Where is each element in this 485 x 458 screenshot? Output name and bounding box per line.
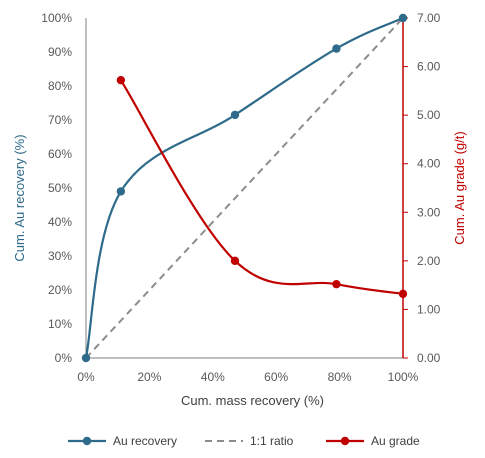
series-line-au-recovery (84, 17, 404, 359)
data-point-au-grade (398, 289, 408, 299)
data-point-au-recovery (332, 44, 341, 53)
x-tick-label: 80% (328, 370, 352, 384)
y-right-tick-label: 4.00 (417, 157, 441, 171)
x-tick-label: 40% (201, 370, 225, 384)
y-left-tick-label: 20% (48, 283, 72, 297)
y-left-tick-label: 0% (55, 351, 73, 365)
data-point-au-recovery (81, 353, 91, 363)
data-point-au-recovery (398, 13, 408, 23)
data-point-au-recovery (116, 187, 126, 196)
y-left-tick-label: 80% (48, 79, 72, 93)
y-right-axis-title: Cum. Au grade (g/t) (452, 131, 467, 244)
y-left-tick-label: 60% (48, 147, 72, 161)
y-right-tick-label: 5.00 (417, 108, 441, 122)
y-left-tick-label: 90% (48, 45, 72, 59)
legend-label-au-grade: Au grade (371, 434, 420, 448)
y-left-tick-label: 30% (48, 249, 72, 263)
y-left-tick-label: 10% (48, 317, 72, 331)
axis-titles-group: Cum. mass recovery (%) Cum. Au recovery (… (12, 131, 467, 408)
tick-labels-group: 0% 20% 40% 60% 80% 100% 0% 10% 20% 30% 40% 50% 60% 70… (41, 11, 440, 384)
x-tick-label: 100% (388, 370, 419, 384)
y-left-axis-title: Cum. Au recovery (%) (12, 134, 27, 261)
legend: Au recovery 1:1 ratio Au grade (68, 434, 420, 448)
y-right-tick-label: 2.00 (417, 254, 441, 268)
y-right-tick-label: 6.00 (417, 60, 441, 74)
series-line-1-1-ratio (85, 17, 404, 359)
y-left-tick-label: 100% (41, 11, 72, 25)
legend-label-1-1-ratio: 1:1 ratio (250, 434, 294, 448)
y-right-tick-label: 1.00 (417, 302, 441, 316)
data-point-au-recovery (230, 110, 240, 120)
y-right-tick-label: 0.00 (417, 351, 441, 365)
x-axis-title: Cum. mass recovery (%) (181, 393, 324, 408)
axes-group (85, 17, 408, 359)
y-right-tick-label: 7.00 (417, 11, 441, 25)
y-left-tick-label: 40% (48, 215, 72, 229)
data-point-au-grade (332, 279, 341, 289)
series-group (81, 13, 408, 363)
legend-label-au-recovery: Au recovery (113, 434, 177, 448)
y-left-tick-label: 70% (48, 113, 72, 127)
legend-marker-au-grade (340, 436, 350, 446)
series-line-au-grade (119, 79, 404, 295)
x-tick-label: 20% (137, 370, 161, 384)
y-left-tick-label: 50% (48, 181, 72, 195)
data-point-au-grade (230, 256, 240, 266)
x-tick-label: 60% (264, 370, 288, 384)
x-tick-label: 0% (77, 370, 95, 384)
data-point-au-grade (116, 75, 126, 85)
legend-marker-au-recovery (82, 436, 92, 446)
y-right-tick-label: 3.00 (417, 205, 441, 219)
